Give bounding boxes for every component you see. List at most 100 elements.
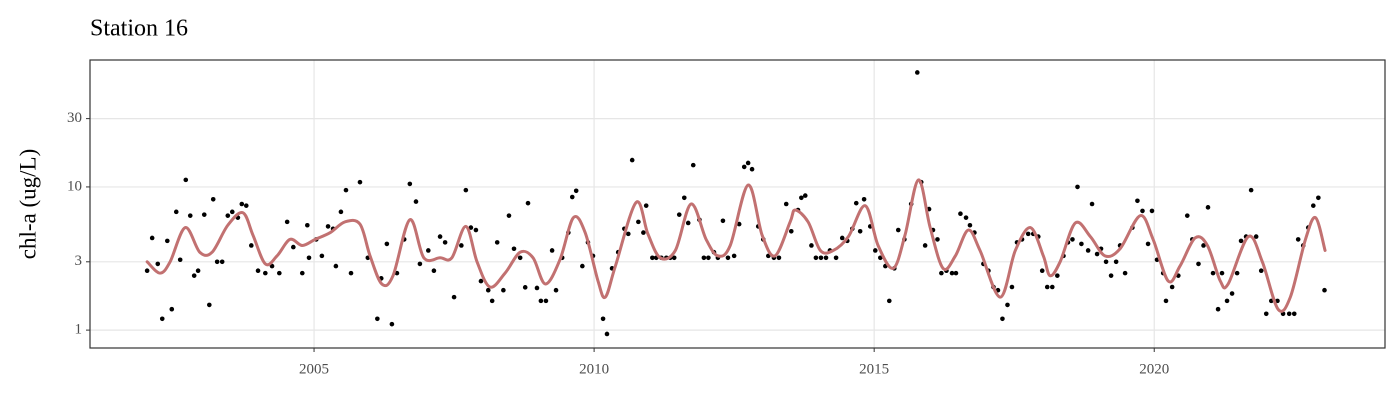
data-point [1079, 241, 1084, 247]
grid [90, 60, 1385, 348]
data-point [1163, 298, 1169, 304]
data-point [833, 255, 839, 261]
data-point [818, 255, 824, 261]
data-point [1210, 270, 1216, 276]
x-tick-label: 2005 [299, 361, 329, 377]
data-point [413, 199, 419, 204]
data-point [725, 255, 731, 261]
data-point [573, 188, 579, 194]
data-point [1135, 198, 1140, 204]
data-point [319, 253, 325, 259]
data-point [1122, 270, 1128, 276]
data-point [580, 263, 585, 269]
data-point [949, 270, 955, 276]
data-point [823, 255, 829, 261]
data-point [671, 255, 677, 261]
data-point [451, 294, 457, 300]
data-point [1108, 273, 1114, 278]
data-point [799, 195, 804, 201]
data-point [922, 243, 928, 248]
data-point [1085, 248, 1091, 253]
data-point [625, 231, 631, 237]
x-tick-label: 2020 [1139, 361, 1169, 377]
data-point [1009, 284, 1015, 290]
data-point [857, 228, 863, 234]
data-point [219, 259, 225, 265]
data-point [853, 200, 859, 206]
data-point [442, 240, 448, 245]
data-point [149, 235, 155, 241]
data-point [169, 306, 175, 312]
data-point [553, 287, 559, 293]
data-point [1248, 187, 1254, 193]
data-point [839, 235, 845, 241]
data-point [604, 331, 610, 337]
data-point [1140, 208, 1145, 214]
y-axis-label: chl-a (ug/L) [15, 149, 40, 259]
data-point [437, 234, 443, 239]
data-point [306, 255, 312, 261]
data-point [325, 224, 331, 229]
data-point [225, 213, 231, 218]
data-point [389, 321, 395, 327]
data-point [783, 201, 789, 207]
data-point [485, 287, 491, 293]
data-point [963, 215, 969, 220]
data-point [1196, 261, 1201, 267]
data-point [155, 261, 161, 267]
data-point [914, 70, 920, 75]
data-point [191, 273, 197, 278]
data-point [144, 268, 150, 273]
data-point [494, 240, 500, 245]
data-point [749, 166, 755, 172]
data-point [243, 203, 249, 208]
data-point [305, 222, 310, 228]
data-point [431, 268, 437, 273]
data-point [207, 302, 212, 308]
data-point [517, 255, 523, 261]
data-point [489, 298, 495, 304]
data-point [958, 211, 963, 217]
data-point [1215, 306, 1221, 312]
data-point [641, 230, 646, 235]
data-point [1025, 231, 1031, 237]
data-point [187, 213, 193, 218]
data-point [967, 222, 973, 228]
data-point [177, 257, 183, 263]
data-point [201, 212, 207, 217]
data-point [1145, 241, 1151, 247]
data-point [685, 220, 691, 226]
data-point [478, 278, 484, 284]
data-point [636, 219, 641, 225]
data-point [1316, 195, 1321, 201]
data-point [1103, 259, 1109, 265]
data-point [1229, 291, 1235, 296]
data-point [643, 203, 649, 208]
data-point [384, 241, 390, 247]
data-point [1049, 284, 1055, 290]
data-point [813, 255, 819, 261]
data-point [1234, 270, 1240, 276]
data-point [736, 221, 742, 227]
data-point [741, 164, 747, 170]
data-point [569, 194, 575, 200]
data-point [239, 201, 245, 207]
data-point [935, 237, 940, 242]
data-point [407, 181, 413, 187]
y-tick-label: 30 [67, 110, 82, 126]
data-point [629, 157, 635, 163]
data-point [701, 255, 707, 261]
data-point [195, 268, 201, 273]
data-point [1253, 234, 1259, 239]
data-point [1169, 284, 1175, 290]
data-point [348, 270, 354, 276]
data-point [299, 270, 305, 276]
data-point [1295, 237, 1301, 242]
data-point [1286, 311, 1292, 317]
data-point [878, 255, 883, 261]
y-tick-label: 3 [75, 253, 83, 269]
data-point [776, 255, 782, 261]
data-point [1055, 273, 1060, 278]
x-tick-label: 2010 [579, 361, 609, 377]
